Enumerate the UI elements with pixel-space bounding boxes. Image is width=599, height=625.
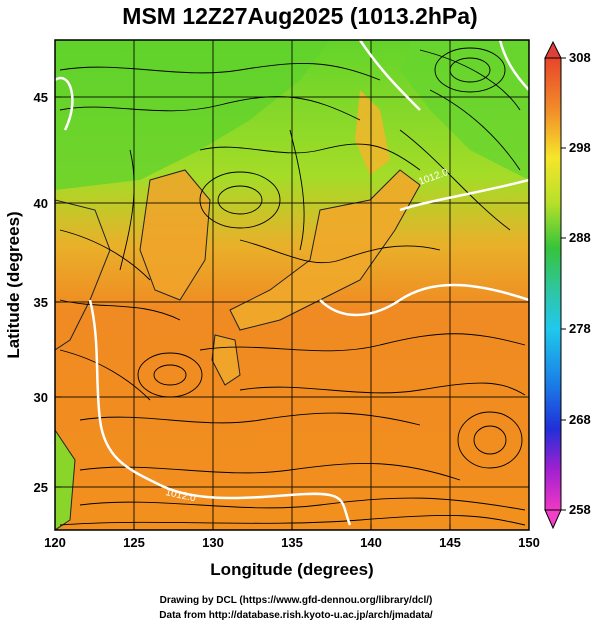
- isobar-contours: [55, 40, 529, 526]
- colorbar-tick-label: 268: [569, 412, 591, 427]
- x-tick-label: 135: [281, 535, 303, 550]
- x-tick-label: 125: [123, 535, 145, 550]
- map-title: MSM 12Z27Aug2025 (1013.2hPa): [122, 3, 477, 29]
- credit-drawing: Drawing by DCL (https://www.gfd-dennou.o…: [160, 595, 433, 606]
- x-axis-label: Longitude (degrees): [210, 560, 373, 579]
- x-tick-label: 130: [202, 535, 224, 550]
- colorbar-tick-label: 298: [569, 140, 591, 155]
- colorbar-tick-label: 288: [569, 230, 591, 245]
- credit-data: Data from http://database.rish.kyoto-u.a…: [159, 610, 433, 621]
- x-tick-label: 120: [44, 535, 66, 550]
- x-tick-label: 145: [439, 535, 461, 550]
- y-tick-label: 25: [34, 480, 48, 495]
- y-tick-label: 30: [34, 390, 48, 405]
- y-tick-label: 35: [34, 295, 48, 310]
- colorbar: [544, 40, 566, 530]
- y-tick-label: 45: [34, 90, 48, 105]
- x-tick-label: 150: [518, 535, 540, 550]
- colorbar-tick-label: 308: [569, 50, 591, 65]
- y-axis-label: Latitude (degrees): [4, 211, 23, 358]
- colorbar-tick-label: 278: [569, 321, 591, 336]
- temperature-field: [55, 40, 529, 530]
- axis-ticks: [54, 96, 530, 530]
- x-tick-label: 140: [360, 535, 382, 550]
- y-tick-label: 40: [34, 196, 48, 211]
- streamlines: [59, 47, 526, 526]
- colorbar-tick-label: 258: [569, 502, 591, 517]
